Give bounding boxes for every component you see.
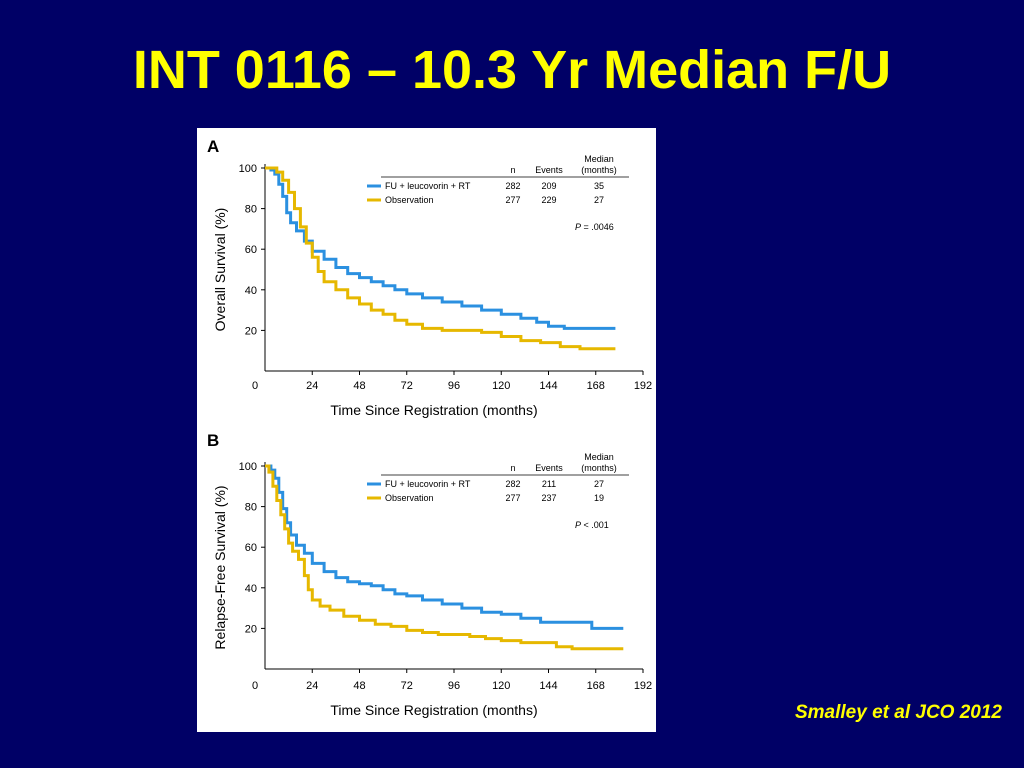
panel-b-y-tick-label: 80 bbox=[245, 502, 257, 514]
panel-a-label: A bbox=[207, 137, 219, 156]
panel-b-x-tick-label: 96 bbox=[448, 680, 460, 692]
panel-a-y-tick-label: 80 bbox=[245, 204, 257, 216]
slide-title: INT 0116 – 10.3 Yr Median F/U bbox=[132, 40, 892, 100]
panel-a-legend-events-header: Events bbox=[535, 165, 563, 175]
panel-a-legend-series-name: Observation bbox=[385, 195, 434, 205]
panel-b-legend-median: 27 bbox=[594, 479, 604, 489]
panel-a-x-tick-label: 24 bbox=[306, 380, 318, 392]
panel-a-curve-observation bbox=[265, 166, 616, 351]
panel-b-legend-median-header-unit: (months) bbox=[581, 463, 617, 473]
panel-b-curve-observation bbox=[265, 464, 624, 651]
panel-a-legend-median: 27 bbox=[594, 195, 604, 205]
panel-b-curve-fu-leucovorin-rt bbox=[265, 464, 624, 630]
panel-b-x-axis-title: Time Since Registration (months) bbox=[330, 702, 537, 718]
panel-a-x-tick-label: 144 bbox=[539, 380, 557, 392]
panel-a-y-tick-label: 20 bbox=[245, 325, 257, 337]
panel-a-legend-median-header: Median bbox=[584, 154, 614, 164]
panel-b-x-tick-label: 168 bbox=[587, 680, 605, 692]
panel-a-legend-events: 229 bbox=[541, 195, 556, 205]
panel-a-x-tick-label: 48 bbox=[353, 380, 365, 392]
panel-b-legend-events-header: Events bbox=[535, 463, 563, 473]
panel-a-x-tick-label: 0 bbox=[252, 380, 258, 392]
panel-b-x-tick-label: 48 bbox=[353, 680, 365, 692]
panel-a-x-axis-title: Time Since Registration (months) bbox=[330, 402, 537, 418]
panel-a-x-tick-label: 96 bbox=[448, 380, 460, 392]
panel-b-legend-n-header: n bbox=[510, 463, 515, 473]
panel-b-x-tick-label: 120 bbox=[492, 680, 510, 692]
panel-b-legend-events: 211 bbox=[542, 479, 556, 489]
panel-b-x-tick-label: 72 bbox=[401, 680, 413, 692]
panel-b-x-tick-label: 192 bbox=[634, 680, 652, 692]
panel-b-label: B bbox=[207, 431, 219, 450]
panel-a-y-tick-label: 100 bbox=[239, 163, 257, 175]
panel-a-legend-n-header: n bbox=[510, 165, 515, 175]
panel-b-legend-events: 237 bbox=[541, 493, 556, 503]
km-figure-panel: A 20 40 60 80 100 0 24 48 72 96 120 144 168 192 Time Si… bbox=[197, 128, 656, 732]
citation: Smalley et al JCO 2012 bbox=[794, 702, 1002, 723]
panel-b-legend-n: 277 bbox=[505, 493, 520, 503]
panel-a-legend-n: 282 bbox=[505, 181, 520, 191]
panel-b-p-value: P < .001 bbox=[575, 520, 609, 530]
panel-b-y-tick-label: 40 bbox=[245, 583, 257, 595]
panel-a-y-tick-label: 60 bbox=[245, 244, 257, 256]
panel-a-x-tick-label: 192 bbox=[634, 380, 652, 392]
panel-a-legend-median-header-unit: (months) bbox=[581, 165, 617, 175]
panel-b-legend-median: 19 bbox=[594, 493, 604, 503]
panel-b-y-tick-label: 100 bbox=[239, 461, 257, 473]
panel-b-x-tick-label: 24 bbox=[306, 680, 318, 692]
panel-b-x-tick-label: 0 bbox=[252, 680, 258, 692]
panel-b-y-tick-label: 60 bbox=[245, 542, 257, 554]
panel-b-legend-n: 282 bbox=[505, 479, 520, 489]
panel-b-legend-series-name: Observation bbox=[385, 493, 434, 503]
panel-b-x-tick-label: 144 bbox=[539, 680, 557, 692]
panel-a-y-axis-title: Overall Survival (%) bbox=[212, 208, 228, 332]
panel-a-p-value: P = .0046 bbox=[575, 222, 614, 232]
panel-a-legend-events: 209 bbox=[541, 181, 556, 191]
panel-a-y-tick-label: 40 bbox=[245, 285, 257, 297]
panel-a-x-tick-label: 168 bbox=[587, 380, 605, 392]
panel-a-legend-n: 277 bbox=[505, 195, 520, 205]
panel-b-legend-median-header: Median bbox=[584, 452, 614, 462]
km-figure: A 20 40 60 80 100 0 24 48 72 96 120 144 168 192 Time Si… bbox=[207, 137, 652, 718]
panel-a-curve-fu-leucovorin-rt bbox=[265, 166, 616, 330]
panel-a-legend-series-name: FU + leucovorin + RT bbox=[385, 181, 471, 191]
panel-b-y-axis-title: Relapse-Free Survival (%) bbox=[212, 485, 228, 649]
panel-a-x-tick-label: 72 bbox=[401, 380, 413, 392]
panel-a-legend-median: 35 bbox=[594, 181, 604, 191]
panel-b-y-tick-label: 20 bbox=[245, 623, 257, 635]
panel-a-x-tick-label: 120 bbox=[492, 380, 510, 392]
panel-b-legend-series-name: FU + leucovorin + RT bbox=[385, 479, 471, 489]
